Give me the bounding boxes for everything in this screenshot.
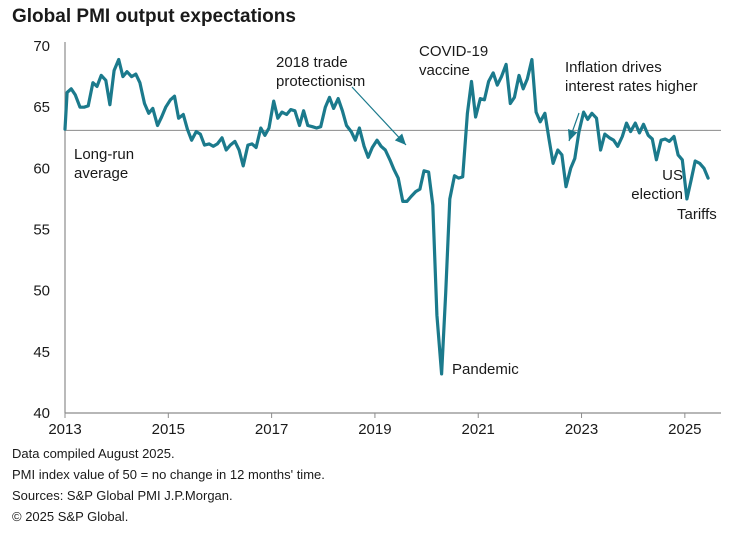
x-tick-label: 2023 <box>565 421 598 438</box>
y-tick-label: 40 <box>33 405 50 422</box>
x-tick-label: 2025 <box>668 421 701 438</box>
x-tick-label: 2019 <box>358 421 391 438</box>
annotations: 2018 trade protectionism COVID-19 vaccine In… <box>74 43 717 378</box>
series-layer <box>63 57 710 376</box>
footnote-data-date: Data compiled August 2025. <box>12 446 175 461</box>
y-tick-label: 50 <box>33 283 50 300</box>
x-tick-label: 2013 <box>48 421 81 438</box>
chart-title: Global PMI output expectations <box>12 6 296 27</box>
annotation-trade-protectionism-text: protectionism <box>276 73 365 90</box>
annotation-inflation-text: Inflation drives <box>565 59 662 76</box>
annotation-us-election-text: US <box>662 167 683 184</box>
annotation-arrowhead <box>394 133 406 145</box>
annotation-arrow <box>351 86 407 146</box>
annotation-us-election-text: election <box>631 186 683 203</box>
annotation-long-run-average-text: Long-run <box>74 146 134 163</box>
annotation-covid-vaccine-text: vaccine <box>419 62 470 79</box>
annotation-trade-protectionism-text: 2018 trade <box>276 54 348 71</box>
annotation-covid-vaccine-text: COVID-19 <box>419 43 488 60</box>
annotation-pandemic-text: Pandemic <box>452 361 519 378</box>
chart-plot: 40 45 50 55 60 65 70 2013 2015 2017 2019 2021 2023 20… <box>33 38 721 438</box>
y-tick-label: 55 <box>33 222 50 239</box>
series-line <box>63 57 710 376</box>
annotation-long-run-average-text: average <box>74 165 128 182</box>
annotation-inflation-text: interest rates higher <box>565 78 698 95</box>
y-tick-label: 60 <box>33 160 50 177</box>
annotation-arrowhead <box>567 128 578 141</box>
footnote-sources: Sources: S&P Global PMI J.P.Morgan. <box>12 488 233 503</box>
x-tick-label: 2021 <box>462 421 495 438</box>
annotation-tariffs-text: Tariffs <box>677 206 717 223</box>
y-tick-label: 65 <box>33 99 50 116</box>
axes: 40 45 50 55 60 65 70 2013 2015 2017 2019 2021 2023 20… <box>33 38 721 438</box>
x-tick-label: 2015 <box>152 421 185 438</box>
x-tick-label: 2017 <box>255 421 288 438</box>
footnote-copyright: © 2025 S&P Global. <box>12 509 129 524</box>
footnote-index-note: PMI index value of 50 = no change in 12 … <box>12 467 325 482</box>
y-tick-label: 45 <box>33 344 50 361</box>
y-tick-label: 70 <box>33 38 50 55</box>
